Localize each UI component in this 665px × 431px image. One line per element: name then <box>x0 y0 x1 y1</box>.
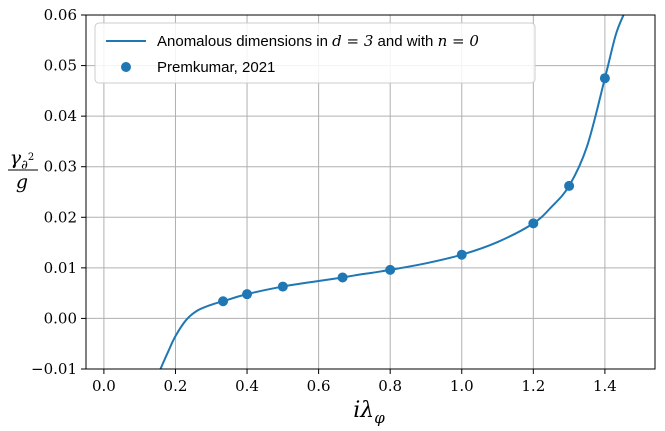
legend-line-label: Anomalous dimensions in d = 3 and with n… <box>157 32 479 50</box>
data-point-premkumar <box>385 264 396 275</box>
legend-scatter-swatch <box>121 62 131 72</box>
y-tick-label: 0.05 <box>44 57 77 75</box>
x-axis-label-sub: φ <box>374 409 385 427</box>
x-tick-label: 1.2 <box>521 377 545 395</box>
y-axis-label-gamma: γ <box>10 147 22 169</box>
x-tick-label: 0.6 <box>307 377 331 395</box>
x-tick-label: 0.8 <box>378 377 402 395</box>
x-tick-label: 1.0 <box>450 377 474 395</box>
data-point-premkumar <box>218 296 229 307</box>
x-axis-label-main: iλ <box>353 398 374 423</box>
y-tick-label: 0.03 <box>44 158 77 176</box>
y-axis-label: γ∂2 g <box>8 147 38 193</box>
legend-line-label-d: d = 3 <box>332 32 373 50</box>
y-tick-label: 0.02 <box>44 208 77 226</box>
legend-line-label-prefix: Anomalous dimensions in <box>157 33 328 50</box>
y-axis-label-denominator: g <box>16 171 28 193</box>
legend-scatter-label: Premkumar, 2021 <box>157 59 275 76</box>
plot-area <box>159 14 625 370</box>
data-point-premkumar <box>528 218 539 229</box>
legend: Anomalous dimensions in d = 3 and with n… <box>94 22 536 84</box>
data-point-premkumar <box>337 272 348 283</box>
y-axis-label-partial: ∂ <box>21 158 28 173</box>
x-axis-label: iλφ <box>353 398 385 427</box>
y-axis-label-power: 2 <box>28 152 34 163</box>
y-axis-ticks: −0.01 0.00 0.01 0.02 0.03 0.04 0.05 0.06 <box>31 6 86 378</box>
series-line-anomalous-dimensions <box>159 14 625 370</box>
y-tick-label: 0.01 <box>44 259 77 277</box>
axes-frame <box>85 14 656 370</box>
data-point-premkumar <box>242 289 253 300</box>
legend-line-label-n: n = 0 <box>438 32 480 50</box>
legend-line-label-mid: and with <box>378 33 434 50</box>
x-tick-label: 1.4 <box>593 377 617 395</box>
y-tick-label: 0.06 <box>44 6 77 24</box>
x-tick-label: 0.0 <box>92 377 116 395</box>
y-axis-label-numerator: γ∂2 <box>10 147 34 173</box>
x-axis-ticks: 0.0 0.2 0.4 0.6 0.8 1.0 1.2 1.4 <box>92 369 617 395</box>
legend-box <box>94 22 536 84</box>
data-point-premkumar <box>277 281 288 292</box>
y-tick-label: 0.00 <box>44 309 77 327</box>
data-point-premkumar <box>564 180 575 191</box>
data-point-premkumar <box>599 73 610 84</box>
x-tick-label: 0.2 <box>164 377 188 395</box>
y-tick-label: 0.04 <box>44 107 77 125</box>
data-point-premkumar <box>456 249 467 260</box>
x-tick-label: 0.4 <box>235 377 259 395</box>
y-tick-label: −0.01 <box>31 360 77 378</box>
